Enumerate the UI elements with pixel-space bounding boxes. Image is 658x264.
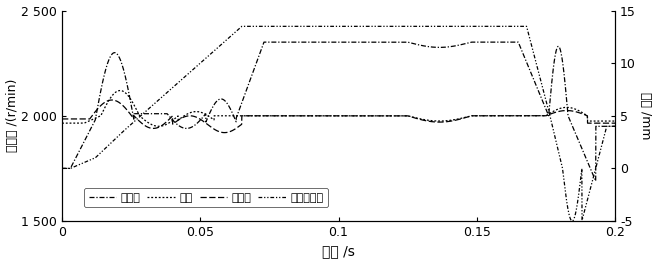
Y-axis label: 角速度 /(r/min): 角速度 /(r/min) bbox=[5, 79, 18, 153]
Legend: 结合套, 齿轮, 导向环, 结合套位移: 结合套, 齿轮, 导向环, 结合套位移 bbox=[84, 188, 328, 207]
X-axis label: 时间 /s: 时间 /s bbox=[322, 244, 355, 258]
Y-axis label: 位移 /mm: 位移 /mm bbox=[640, 92, 653, 140]
